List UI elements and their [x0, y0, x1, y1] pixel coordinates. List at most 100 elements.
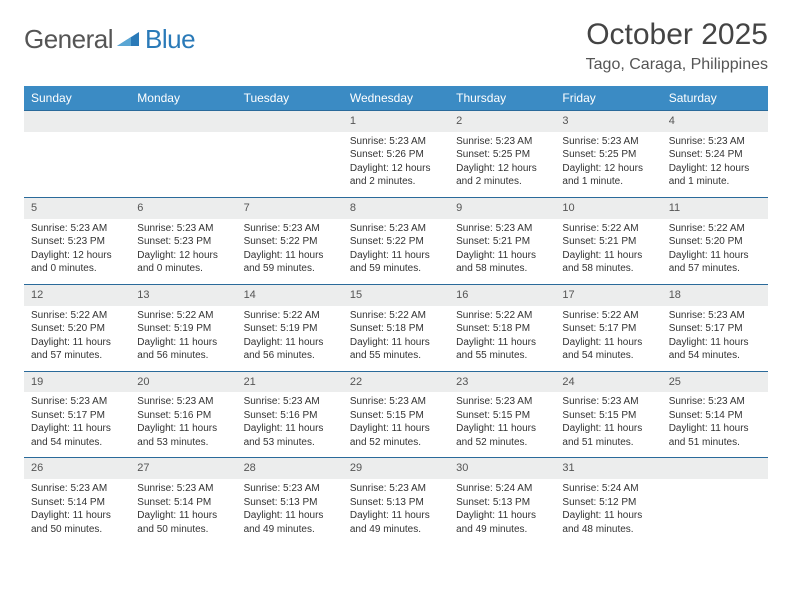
day-number: 1: [343, 111, 449, 132]
day-body: Sunrise: 5:23 AMSunset: 5:16 PMDaylight:…: [237, 392, 343, 457]
dow-header: Tuesday: [237, 86, 343, 111]
day-number-cell: 27: [130, 458, 236, 479]
daylight-line: Daylight: 11 hours and 55 minutes.: [350, 336, 442, 363]
day-body: Sunrise: 5:24 AMSunset: 5:12 PMDaylight:…: [555, 479, 661, 544]
day-number-cell: 20: [130, 371, 236, 392]
day-body-cell: Sunrise: 5:23 AMSunset: 5:13 PMDaylight:…: [343, 479, 449, 544]
day-body-cell: Sunrise: 5:22 AMSunset: 5:20 PMDaylight:…: [662, 219, 768, 285]
daylight-line: Daylight: 11 hours and 56 minutes.: [137, 336, 229, 363]
daylight-line: Daylight: 11 hours and 58 minutes.: [562, 249, 654, 276]
daylight-line: Daylight: 12 hours and 2 minutes.: [350, 162, 442, 189]
day-body: Sunrise: 5:23 AMSunset: 5:17 PMDaylight:…: [662, 306, 768, 371]
day-number-cell: 7: [237, 197, 343, 218]
sunrise-line: Sunrise: 5:23 AM: [244, 395, 336, 409]
calendar-head: SundayMondayTuesdayWednesdayThursdayFrid…: [24, 86, 768, 111]
day-number: 9: [449, 198, 555, 219]
day-number-cell: .: [130, 111, 236, 132]
day-number: 12: [24, 285, 130, 306]
sunrise-line: Sunrise: 5:23 AM: [244, 482, 336, 496]
day-number-cell: .: [237, 111, 343, 132]
day-body: Sunrise: 5:23 AMSunset: 5:15 PMDaylight:…: [555, 392, 661, 457]
day-number-cell: 16: [449, 284, 555, 305]
dow-header: Wednesday: [343, 86, 449, 111]
day-body-cell: Sunrise: 5:23 AMSunset: 5:24 PMDaylight:…: [662, 132, 768, 198]
day-number-cell: 15: [343, 284, 449, 305]
day-number: 5: [24, 198, 130, 219]
sunset-line: Sunset: 5:23 PM: [137, 235, 229, 249]
sunrise-line: Sunrise: 5:23 AM: [31, 395, 123, 409]
day-body-cell: .: [130, 132, 236, 198]
sunrise-line: Sunrise: 5:24 AM: [456, 482, 548, 496]
daylight-line: Daylight: 11 hours and 54 minutes.: [562, 336, 654, 363]
sunset-line: Sunset: 5:13 PM: [244, 496, 336, 510]
day-number-cell: .: [24, 111, 130, 132]
day-number-cell: 10: [555, 197, 661, 218]
day-number-cell: 3: [555, 111, 661, 132]
daylight-line: Daylight: 11 hours and 57 minutes.: [31, 336, 123, 363]
day-body: Sunrise: 5:23 AMSunset: 5:22 PMDaylight:…: [237, 219, 343, 284]
day-number-cell: 29: [343, 458, 449, 479]
sunset-line: Sunset: 5:20 PM: [31, 322, 123, 336]
daylight-line: Daylight: 11 hours and 59 minutes.: [350, 249, 442, 276]
day-body: Sunrise: 5:22 AMSunset: 5:20 PMDaylight:…: [24, 306, 130, 371]
day-number: 28: [237, 458, 343, 479]
daylight-line: Daylight: 11 hours and 54 minutes.: [669, 336, 761, 363]
logo-triangle-icon: [117, 31, 141, 49]
day-body-cell: Sunrise: 5:23 AMSunset: 5:14 PMDaylight:…: [24, 479, 130, 544]
dow-header: Thursday: [449, 86, 555, 111]
day-number-cell: .: [662, 458, 768, 479]
sunset-line: Sunset: 5:21 PM: [562, 235, 654, 249]
day-number: 20: [130, 372, 236, 393]
day-number-cell: 21: [237, 371, 343, 392]
day-body-cell: .: [24, 132, 130, 198]
logo: General Blue: [24, 24, 195, 55]
daylight-line: Daylight: 11 hours and 51 minutes.: [562, 422, 654, 449]
day-body: Sunrise: 5:23 AMSunset: 5:23 PMDaylight:…: [130, 219, 236, 284]
day-number: 21: [237, 372, 343, 393]
sunset-line: Sunset: 5:18 PM: [350, 322, 442, 336]
day-body: Sunrise: 5:23 AMSunset: 5:13 PMDaylight:…: [237, 479, 343, 544]
sunrise-line: Sunrise: 5:23 AM: [31, 222, 123, 236]
sunrise-line: Sunrise: 5:22 AM: [562, 309, 654, 323]
calendar-table: SundayMondayTuesdayWednesdayThursdayFrid…: [24, 86, 768, 544]
sunset-line: Sunset: 5:20 PM: [669, 235, 761, 249]
sunrise-line: Sunrise: 5:23 AM: [669, 135, 761, 149]
sunrise-line: Sunrise: 5:22 AM: [31, 309, 123, 323]
day-number: 23: [449, 372, 555, 393]
day-body-cell: Sunrise: 5:23 AMSunset: 5:22 PMDaylight:…: [343, 219, 449, 285]
day-body: Sunrise: 5:23 AMSunset: 5:14 PMDaylight:…: [24, 479, 130, 544]
day-body: Sunrise: 5:24 AMSunset: 5:13 PMDaylight:…: [449, 479, 555, 544]
day-number: 11: [662, 198, 768, 219]
daylight-line: Daylight: 11 hours and 52 minutes.: [456, 422, 548, 449]
daylight-line: Daylight: 11 hours and 51 minutes.: [669, 422, 761, 449]
sunset-line: Sunset: 5:17 PM: [31, 409, 123, 423]
day-number: 2: [449, 111, 555, 132]
sunset-line: Sunset: 5:15 PM: [562, 409, 654, 423]
day-number: 7: [237, 198, 343, 219]
daylight-line: Daylight: 11 hours and 52 minutes.: [350, 422, 442, 449]
day-body: Sunrise: 5:22 AMSunset: 5:18 PMDaylight:…: [449, 306, 555, 371]
day-body-cell: Sunrise: 5:23 AMSunset: 5:16 PMDaylight:…: [130, 392, 236, 458]
sunrise-line: Sunrise: 5:23 AM: [137, 395, 229, 409]
sunrise-line: Sunrise: 5:23 AM: [562, 395, 654, 409]
day-body: Sunrise: 5:23 AMSunset: 5:14 PMDaylight:…: [662, 392, 768, 457]
day-number: 29: [343, 458, 449, 479]
sunset-line: Sunset: 5:14 PM: [31, 496, 123, 510]
day-number-cell: 18: [662, 284, 768, 305]
sunrise-line: Sunrise: 5:23 AM: [137, 222, 229, 236]
day-body-cell: Sunrise: 5:23 AMSunset: 5:25 PMDaylight:…: [555, 132, 661, 198]
day-body-cell: Sunrise: 5:23 AMSunset: 5:17 PMDaylight:…: [662, 306, 768, 372]
day-body: Sunrise: 5:22 AMSunset: 5:17 PMDaylight:…: [555, 306, 661, 371]
day-number-cell: 23: [449, 371, 555, 392]
sunset-line: Sunset: 5:13 PM: [456, 496, 548, 510]
day-body-cell: Sunrise: 5:22 AMSunset: 5:17 PMDaylight:…: [555, 306, 661, 372]
day-number: 18: [662, 285, 768, 306]
daylight-line: Daylight: 11 hours and 57 minutes.: [669, 249, 761, 276]
sunrise-line: Sunrise: 5:23 AM: [669, 309, 761, 323]
sunrise-line: Sunrise: 5:23 AM: [669, 395, 761, 409]
daylight-line: Daylight: 12 hours and 2 minutes.: [456, 162, 548, 189]
day-body-cell: Sunrise: 5:22 AMSunset: 5:19 PMDaylight:…: [237, 306, 343, 372]
dow-header: Sunday: [24, 86, 130, 111]
day-number-cell: 9: [449, 197, 555, 218]
day-number-cell: 1: [343, 111, 449, 132]
